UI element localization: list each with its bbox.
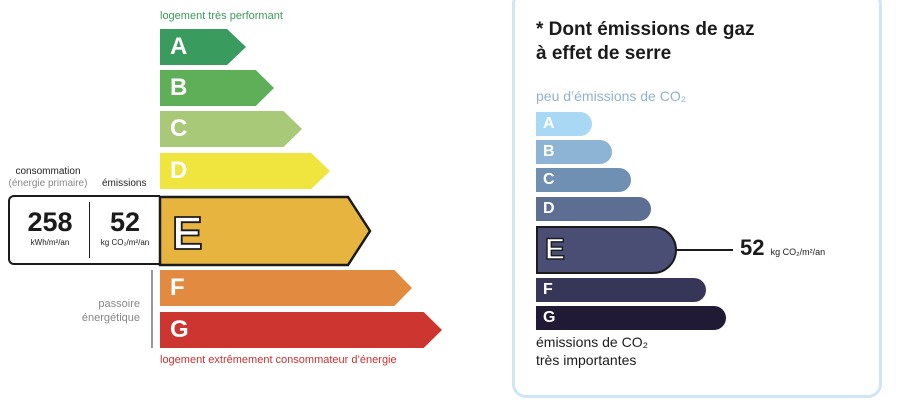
value-divider: [89, 202, 90, 258]
dpe-bottom-label: logement extrêmement consommateur d’éner…: [160, 354, 397, 366]
dpe-class-letter: C: [170, 115, 188, 142]
dpe-class-letter: D: [170, 157, 188, 184]
dpe-top-label: logement très performant: [160, 10, 283, 22]
dpe-class-letter: G: [170, 316, 189, 343]
ges-value: 52 kg CO₂/m²/an: [740, 235, 825, 261]
passoire-label: passoire énergétique: [60, 297, 140, 325]
ges-bottom-line1: émissions de CO₂: [536, 334, 649, 350]
emissions-label: émissions: [102, 178, 147, 189]
ges-class-a-bar: A: [536, 112, 592, 136]
consumption-value-block: 258 kWh/m²/an: [12, 207, 88, 247]
ges-class-letter: C: [543, 171, 555, 188]
ges-bottom-line2: très importantes: [536, 352, 637, 368]
dpe-class-a-bar: A: [160, 29, 246, 65]
ges-value-number: 52: [740, 235, 765, 260]
ges-title-line2: à effet de serre: [536, 43, 672, 64]
ges-bottom-label: émissions de CO₂ très importantes: [536, 333, 648, 369]
dpe-class-letter: B: [170, 74, 188, 101]
ges-class-e-letter: E: [544, 232, 566, 266]
dpe-class-letter: F: [170, 274, 185, 301]
passoire-line1: passoire: [98, 298, 140, 310]
passoire-line2: énergétique: [81, 312, 140, 324]
dpe-value-box: [8, 195, 160, 265]
ges-class-letter: D: [543, 200, 555, 217]
dpe-class-e-shape: [158, 195, 372, 267]
ges-value-pointer: [677, 249, 733, 251]
dpe-class-d-bar: D: [160, 153, 330, 189]
ges-value-unit: kg CO₂/m²/an: [770, 247, 826, 257]
dpe-class-letter: A: [170, 33, 188, 60]
ges-class-letter: G: [543, 309, 556, 326]
ges-class-letter: A: [543, 115, 555, 132]
ges-title: * Dont émissions de gaz à effet de serre: [536, 18, 755, 66]
ges-class-b-bar: B: [536, 140, 612, 164]
consumption-label: consommation (énergie primaire): [0, 166, 96, 190]
ges-class-g-bar: G: [536, 306, 726, 330]
dpe-class-e-arrow: E: [158, 195, 372, 267]
ges-class-letter: B: [543, 143, 555, 160]
emissions-value-block: 52 kg CO₂/m²/an: [92, 207, 158, 247]
ges-class-c-bar: C: [536, 168, 631, 192]
dpe-class-c-bar: C: [160, 111, 302, 147]
dpe-class-e-letter: E: [172, 207, 203, 259]
dpe-class-b-bar: B: [160, 70, 274, 106]
dpe-class-g-bar: G: [160, 312, 442, 348]
ges-class-e-bar: E: [536, 226, 677, 274]
ges-class-d-bar: D: [536, 197, 651, 221]
ges-class-f-bar: F: [536, 278, 706, 302]
consumption-unit: kWh/m²/an: [30, 238, 70, 247]
consumption-value: 258: [27, 207, 73, 237]
ges-class-letter: F: [543, 281, 553, 298]
ges-title-line1: * Dont émissions de gaz: [536, 19, 755, 40]
consumption-sublabel: (énergie primaire): [8, 178, 88, 189]
ges-top-label: peu d’émissions de CO₂: [536, 88, 687, 104]
emissions-value: 52: [109, 207, 141, 237]
consumption-label-text: consommation: [15, 166, 81, 177]
emissions-unit: kg CO₂/m²/an: [100, 238, 150, 247]
passoire-bracket: [151, 270, 153, 348]
dpe-class-f-bar: F: [160, 270, 412, 306]
